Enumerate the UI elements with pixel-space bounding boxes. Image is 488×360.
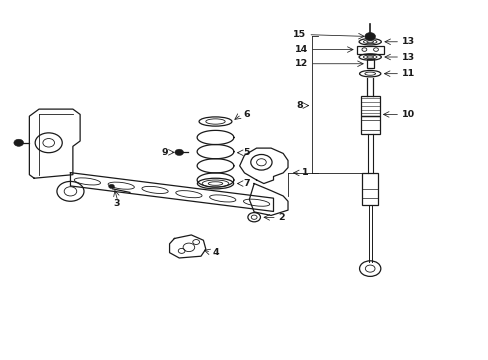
Text: 4: 4 <box>212 248 219 257</box>
Circle shape <box>14 139 23 146</box>
Text: 15: 15 <box>293 30 306 39</box>
Text: 13: 13 <box>401 37 414 46</box>
Text: 1: 1 <box>301 168 307 177</box>
Circle shape <box>364 32 375 40</box>
Bar <box>360 116 379 134</box>
Bar <box>360 96 379 116</box>
Text: 13: 13 <box>401 53 414 62</box>
Text: 11: 11 <box>401 69 414 78</box>
Text: 9: 9 <box>161 148 168 157</box>
Text: 6: 6 <box>243 110 249 119</box>
Text: 3: 3 <box>113 199 120 208</box>
Text: 10: 10 <box>401 110 414 119</box>
Text: 12: 12 <box>294 59 308 68</box>
Text: 8: 8 <box>296 101 303 110</box>
Text: 2: 2 <box>278 213 285 222</box>
Circle shape <box>108 184 114 189</box>
Bar <box>362 173 377 205</box>
Text: 5: 5 <box>243 148 249 157</box>
Text: 7: 7 <box>243 179 249 188</box>
Text: 14: 14 <box>294 45 308 54</box>
Circle shape <box>175 149 183 156</box>
Bar <box>356 46 383 54</box>
Bar <box>366 59 373 68</box>
